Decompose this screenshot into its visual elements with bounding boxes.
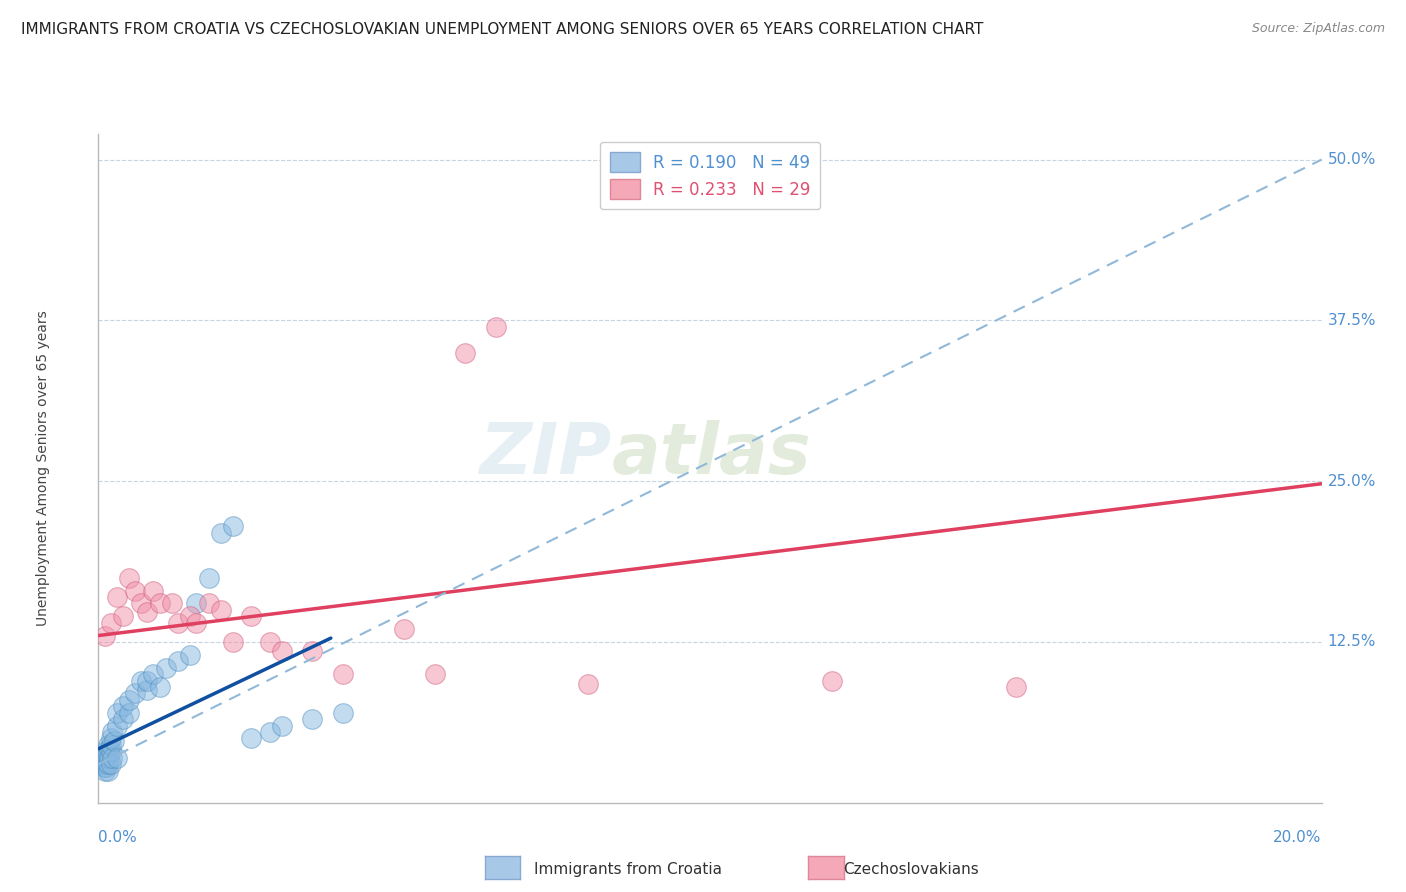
Point <box>105 706 128 720</box>
Point <box>93 757 115 772</box>
Point <box>576 677 599 691</box>
Point <box>124 583 146 598</box>
Point <box>98 751 121 765</box>
Point <box>91 757 114 772</box>
Text: 0.0%: 0.0% <box>98 830 138 845</box>
Point <box>454 345 477 359</box>
Point <box>129 596 152 610</box>
Point <box>222 635 245 649</box>
Point <box>136 673 159 688</box>
Text: ZIP: ZIP <box>479 420 612 490</box>
Point <box>222 519 245 533</box>
Point <box>392 622 416 636</box>
Point <box>136 682 159 697</box>
Point <box>93 744 115 758</box>
Text: IMMIGRANTS FROM CROATIA VS CZECHOSLOVAKIAN UNEMPLOYMENT AMONG SENIORS OVER 65 YE: IMMIGRANTS FROM CROATIA VS CZECHOSLOVAKI… <box>21 22 983 37</box>
Point <box>105 751 128 765</box>
Text: 25.0%: 25.0% <box>1327 474 1376 489</box>
Point <box>136 606 159 620</box>
Point <box>118 706 141 720</box>
Point <box>97 741 120 756</box>
Point <box>167 615 190 630</box>
Point <box>1004 680 1026 694</box>
Point <box>93 755 115 769</box>
Text: 20.0%: 20.0% <box>1274 830 1322 845</box>
Text: Immigrants from Croatia: Immigrants from Croatia <box>534 863 723 877</box>
Point <box>332 706 354 720</box>
Point <box>179 648 201 662</box>
Point <box>103 734 125 748</box>
Point <box>94 755 117 769</box>
Text: Source: ZipAtlas.com: Source: ZipAtlas.com <box>1251 22 1385 36</box>
Point <box>186 615 208 630</box>
Point <box>118 693 141 707</box>
Point <box>160 596 183 610</box>
Point <box>149 680 172 694</box>
Point <box>270 644 292 658</box>
Point <box>97 764 120 778</box>
Point <box>91 751 114 765</box>
Text: 37.5%: 37.5% <box>1327 313 1376 328</box>
Point <box>101 751 124 765</box>
Text: atlas: atlas <box>612 420 811 490</box>
Point <box>301 712 323 726</box>
Point <box>197 596 219 610</box>
Point <box>97 738 120 752</box>
Point <box>240 609 263 624</box>
Point <box>100 757 122 772</box>
Point <box>259 635 281 649</box>
Point <box>167 654 190 668</box>
Point <box>155 661 177 675</box>
Point <box>485 319 508 334</box>
Point <box>821 673 844 688</box>
Point <box>142 583 165 598</box>
Point <box>111 609 134 624</box>
Point <box>332 667 354 681</box>
Text: Czechoslovakians: Czechoslovakians <box>844 863 980 877</box>
Point <box>186 596 208 610</box>
Point <box>100 738 122 752</box>
Legend: R = 0.190   N = 49, R = 0.233   N = 29: R = 0.190 N = 49, R = 0.233 N = 29 <box>600 142 820 210</box>
Text: 50.0%: 50.0% <box>1327 152 1376 167</box>
Point <box>100 744 122 758</box>
Text: Unemployment Among Seniors over 65 years: Unemployment Among Seniors over 65 years <box>37 310 51 626</box>
Point <box>209 603 232 617</box>
Point <box>149 596 172 610</box>
Point <box>118 571 141 585</box>
Point <box>101 725 124 739</box>
Point <box>301 644 323 658</box>
Point <box>93 764 115 778</box>
Text: 12.5%: 12.5% <box>1327 634 1376 649</box>
Point <box>197 571 219 585</box>
Point <box>100 731 122 746</box>
Point <box>93 760 115 774</box>
Point <box>209 525 232 540</box>
Point <box>124 686 146 700</box>
Point <box>111 712 134 726</box>
Point <box>105 590 128 604</box>
Point <box>93 628 115 642</box>
Point <box>179 609 201 624</box>
Point <box>97 757 120 772</box>
Point <box>105 718 128 732</box>
Point <box>259 725 281 739</box>
Point <box>423 667 446 681</box>
Point <box>142 667 165 681</box>
Point <box>129 673 152 688</box>
Point <box>240 731 263 746</box>
Point <box>100 615 122 630</box>
Point <box>270 718 292 732</box>
Point <box>111 699 134 714</box>
Point <box>94 760 117 774</box>
Point <box>93 751 115 765</box>
Point <box>97 747 120 761</box>
Point <box>96 747 118 761</box>
